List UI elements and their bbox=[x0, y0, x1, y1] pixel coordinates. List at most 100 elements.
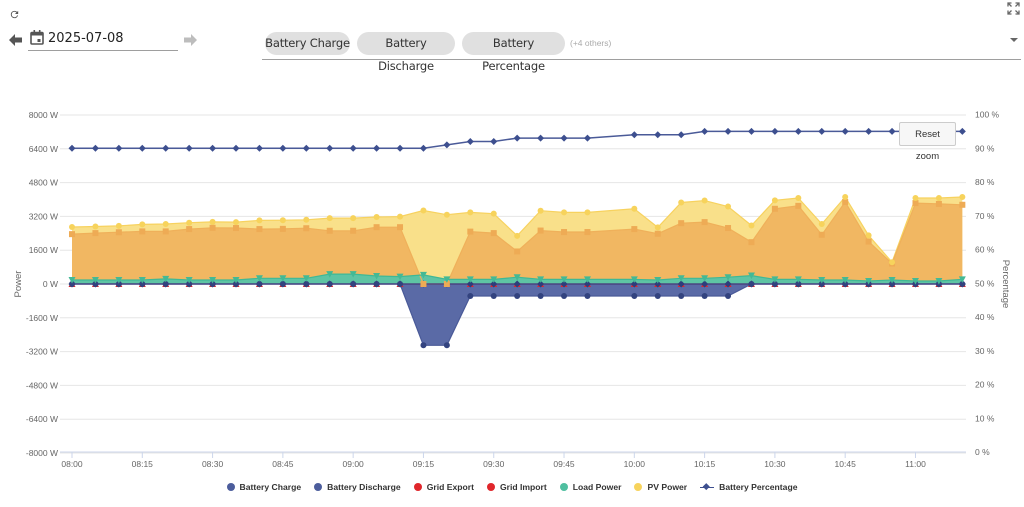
y-right-tick-label: 70 % bbox=[975, 211, 995, 221]
grid-export-point bbox=[350, 227, 357, 234]
date-picker[interactable]: 2025-07-08 bbox=[28, 28, 178, 51]
battery-percentage-point bbox=[91, 144, 99, 152]
pv-power-point bbox=[256, 217, 263, 224]
load-power-point bbox=[841, 276, 849, 284]
battery-charge-point bbox=[490, 293, 497, 300]
battery-charge-point bbox=[139, 281, 146, 287]
load-power-point bbox=[443, 276, 451, 283]
legend-item-battery-discharge[interactable]: Battery Discharge bbox=[314, 482, 401, 492]
refresh-button[interactable] bbox=[7, 7, 21, 21]
battery-percentage-point bbox=[490, 138, 498, 145]
pv-power-point bbox=[303, 216, 310, 223]
load-power-point bbox=[958, 276, 966, 283]
battery-percentage-point bbox=[279, 144, 287, 152]
grid-export-point bbox=[69, 231, 75, 238]
battery-charge-point bbox=[654, 293, 661, 300]
y-left-tick-label: -8000 W bbox=[26, 448, 58, 458]
battery-charge-point bbox=[584, 293, 591, 300]
grid-export-point bbox=[209, 224, 216, 231]
previous-day-button[interactable] bbox=[8, 32, 23, 47]
reset-zoom-button[interactable]: Reset zoom bbox=[899, 122, 956, 162]
battery-charge-point bbox=[256, 281, 263, 287]
battery-charge-point bbox=[443, 342, 450, 349]
chip-battery-charge[interactable]: Battery Charge bbox=[265, 32, 350, 55]
x-tick-label: 09:45 bbox=[553, 459, 575, 469]
legend-item-battery-charge[interactable]: Battery Charge bbox=[226, 482, 301, 492]
battery-discharge-point bbox=[513, 280, 521, 288]
battery-charge-point bbox=[725, 293, 732, 300]
pv-power-point bbox=[162, 221, 169, 228]
pv-power-point bbox=[748, 222, 755, 229]
date-value[interactable]: 2025-07-08 bbox=[48, 31, 124, 46]
grid-export-point bbox=[818, 231, 825, 238]
x-tick-label: 08:45 bbox=[272, 459, 294, 469]
battery-percentage-point bbox=[419, 144, 427, 152]
more-series-count: (+4 others) bbox=[570, 38, 612, 48]
legend-item-grid-import[interactable]: Grid Import bbox=[486, 482, 547, 492]
y-left-tick-label: 0 W bbox=[43, 279, 58, 289]
pv-power-point bbox=[584, 209, 591, 216]
load-power-point bbox=[794, 276, 802, 283]
chip-battery-percentage[interactable]: Battery Percentage bbox=[462, 32, 565, 73]
battery-charge-point bbox=[678, 293, 685, 300]
load-power-point bbox=[537, 276, 545, 283]
pv-power-point bbox=[69, 223, 75, 230]
battery-percentage-line bbox=[72, 130, 963, 150]
y-right-tick-label: 60 % bbox=[975, 245, 995, 255]
legend-item-grid-export[interactable]: Grid Export bbox=[413, 482, 474, 492]
grid-export-point bbox=[865, 238, 872, 245]
battery-percentage-point bbox=[513, 134, 521, 142]
chevron-down-icon[interactable] bbox=[1010, 38, 1018, 42]
legend-symbol bbox=[634, 483, 643, 491]
battery-percentage-point bbox=[841, 127, 849, 135]
battery-charge-point bbox=[701, 293, 708, 300]
arrow-left-icon bbox=[9, 33, 22, 46]
pv-power-point bbox=[654, 224, 661, 231]
series-lines bbox=[71, 130, 963, 346]
fullscreen-button[interactable] bbox=[1005, 0, 1021, 16]
refresh-icon bbox=[10, 10, 18, 18]
battery-percentage-point bbox=[232, 144, 240, 152]
battery-percentage-point bbox=[185, 144, 193, 152]
load-power-point bbox=[232, 276, 240, 284]
battery-charge-point bbox=[397, 281, 404, 287]
grid-export-point bbox=[678, 220, 685, 227]
grid-export-point bbox=[514, 248, 521, 255]
legend-label: Grid Import bbox=[499, 482, 547, 492]
next-day-button[interactable] bbox=[183, 32, 198, 47]
grid-export-point bbox=[584, 229, 591, 236]
y-right-tick-label: 40 % bbox=[975, 312, 995, 322]
battery-discharge-point bbox=[537, 280, 545, 288]
battery-percentage-point bbox=[583, 134, 591, 142]
legend-label: Load Power bbox=[572, 482, 622, 492]
y-right-tick-label: 90 % bbox=[975, 143, 995, 153]
pv-power-point bbox=[842, 193, 849, 200]
battery-charge-point bbox=[92, 281, 99, 287]
grid-export-point bbox=[795, 202, 802, 209]
x-tick-label: 10:00 bbox=[624, 459, 646, 469]
pv-power-point bbox=[537, 207, 544, 214]
pv-power-point bbox=[865, 232, 872, 239]
battery-charge-point bbox=[748, 281, 755, 287]
battery-percentage-point bbox=[560, 134, 568, 142]
pv-power-point bbox=[889, 259, 896, 266]
series-select[interactable]: Battery Charge Battery Discharge Battery… bbox=[262, 28, 1021, 73]
y-left-tick-label: -3200 W bbox=[26, 347, 58, 357]
arrow-right-icon bbox=[184, 33, 197, 46]
grid-export-point bbox=[561, 229, 568, 236]
load-power-point bbox=[724, 274, 732, 281]
y-left-axis-title: Power bbox=[13, 271, 24, 298]
battery-charge-point bbox=[842, 281, 849, 287]
legend-symbol bbox=[486, 483, 495, 491]
grid-export-point bbox=[631, 226, 638, 233]
y-right-tick-label: 0 % bbox=[975, 447, 990, 457]
grid-export-point bbox=[256, 226, 263, 233]
legend-item-battery-percentage[interactable]: Battery Percentage bbox=[700, 482, 797, 492]
grid-export-point bbox=[186, 226, 193, 233]
battery-discharge-point bbox=[560, 280, 568, 288]
battery-discharge-point bbox=[466, 280, 474, 288]
pv-power-point bbox=[935, 195, 942, 202]
legend-item-load-power[interactable]: Load Power bbox=[559, 482, 622, 492]
chip-battery-discharge[interactable]: Battery Discharge bbox=[357, 32, 455, 73]
legend-item-pv-power[interactable]: PV Power bbox=[634, 482, 687, 492]
